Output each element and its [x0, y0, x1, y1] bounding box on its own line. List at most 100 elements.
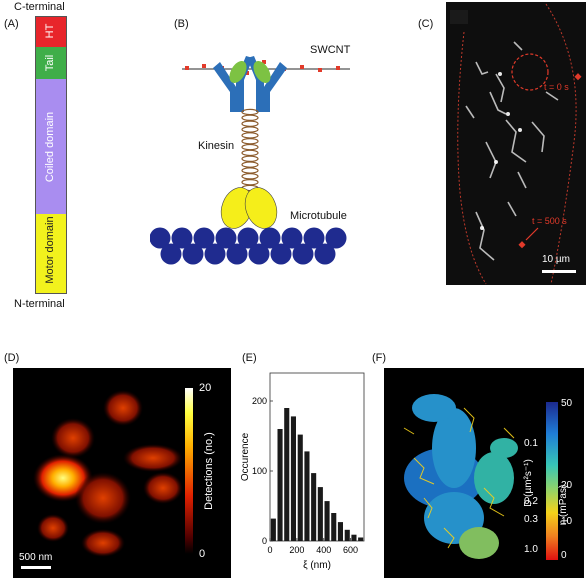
histogram-bar — [270, 518, 276, 541]
diffusion-map: 50 20 10 0 0.1 0.2 0.3 1.0 D (µm²s⁻¹) η … — [384, 368, 584, 578]
coil-turn — [241, 143, 259, 151]
coil-turn — [241, 155, 259, 163]
scalebar-d — [21, 566, 51, 569]
n-terminal-label: N-terminal — [14, 298, 65, 310]
tubulin-subunit — [204, 243, 226, 265]
tubulin-subunit — [248, 243, 270, 265]
left-tick-0-1: 0.1 — [524, 438, 538, 449]
marker-t0 — [574, 73, 582, 81]
histogram-chart: 0 100 200 0 200 400 600 ξ (nm) Occurence — [240, 372, 365, 571]
y-axis-label: Occurence — [240, 432, 251, 481]
diffusion-svg — [403, 394, 518, 559]
right-tick-10: 10 — [561, 516, 573, 527]
swcnt-label: SWCNT — [310, 44, 351, 56]
colorbar-d-max: 20 — [199, 382, 212, 394]
panel-d-label: (D) — [4, 352, 20, 364]
histogram-bar — [297, 434, 303, 541]
segment-tail-label: Tail — [44, 54, 56, 72]
tubulin-subunit — [325, 227, 347, 249]
tubulin-subunit — [292, 243, 314, 265]
tubulin-subunit — [237, 227, 259, 249]
tubulin-subunit — [215, 227, 237, 249]
heatmap-image: 20 0 Detections (no.) 500 nm — [13, 368, 231, 578]
right-tick-0: 0 — [561, 550, 567, 561]
histogram-bar — [317, 487, 323, 541]
right-tail-green — [253, 61, 271, 83]
tubulin-subunit — [193, 227, 215, 249]
coil-turn — [241, 137, 259, 145]
kinesin-label: Kinesin — [198, 140, 235, 152]
domain-bar — [35, 16, 67, 294]
right-tick-20: 20 — [561, 480, 573, 491]
panel-f-label: (F) — [372, 352, 387, 364]
coil-turn — [241, 173, 259, 180]
coil-turn — [241, 114, 259, 122]
coil-turn — [241, 120, 259, 127]
histogram-bar — [344, 529, 350, 541]
scalebar-c — [542, 270, 576, 273]
t0-label: t = 0 s — [544, 82, 569, 92]
x-axis-label: ξ (nm) — [303, 560, 331, 571]
histogram-bar — [290, 416, 296, 541]
histogram-bar — [358, 537, 364, 541]
histogram-bar — [277, 429, 283, 541]
left-axis-title: D (µm²s⁻¹) — [523, 459, 534, 507]
coil-turn — [241, 161, 259, 168]
x-tick-label: 0 — [267, 545, 272, 555]
panel-e-label: (E) — [242, 352, 257, 364]
x-tick-label: 600 — [343, 545, 358, 555]
coil-turn — [241, 108, 259, 116]
coil-turn — [241, 178, 259, 186]
heatmap-svg — [33, 390, 183, 557]
scalebar-d-label: 500 nm — [19, 552, 53, 563]
tubulin-subunit — [270, 243, 292, 265]
coil-turn — [241, 167, 259, 174]
x-tick-label: 400 — [316, 545, 331, 555]
tubulin-subunit — [259, 227, 281, 249]
histogram-bar — [337, 522, 343, 541]
tubulin-subunit — [171, 227, 193, 249]
left-tail-green — [229, 61, 247, 83]
panel-a-label: (A) — [4, 18, 19, 30]
panel-b-label: (B) — [174, 18, 189, 30]
tubulin-subunit — [281, 227, 303, 249]
coiled-coil — [241, 108, 259, 192]
left-tick-0-2: 0.2 — [524, 496, 538, 507]
tubulin-subunit — [303, 227, 325, 249]
t500-label: t = 500 s — [532, 216, 567, 226]
tubulin-subunit — [314, 243, 336, 265]
tubulin-subunit — [150, 227, 171, 249]
histogram-bar — [304, 451, 310, 541]
colorbar-f — [546, 402, 558, 560]
histogram-bar — [284, 408, 290, 541]
panel-c-label: (C) — [418, 18, 434, 30]
x-tick-label: 200 — [289, 545, 304, 555]
coil-turn — [241, 132, 259, 139]
segment-motor — [36, 214, 66, 293]
histogram-bar — [331, 513, 337, 541]
plot-frame — [269, 372, 365, 542]
histogram-bar — [311, 473, 317, 541]
tubulin-subunit — [160, 243, 182, 265]
segment-coiled — [36, 79, 66, 214]
right-arm-outer — [262, 62, 287, 112]
coil-turn — [241, 126, 259, 133]
roi-circle — [511, 53, 549, 91]
c-terminal-label: C-terminal — [14, 1, 65, 13]
colorbar-d-min: 0 — [199, 548, 206, 560]
left-tick-0-3: 0.3 — [524, 514, 538, 525]
microscopy-svg — [450, 3, 582, 285]
segment-motor-label: Motor domain — [44, 216, 56, 284]
segment-ht — [36, 17, 66, 47]
microtubule — [150, 227, 347, 265]
segment-coiled-label: Coiled domain — [44, 111, 56, 183]
colorbar-d — [185, 388, 193, 554]
right-axis-title: η (mPas) — [558, 484, 569, 526]
y-tick-label: 0 — [262, 536, 267, 546]
y-tick-label: 200 — [252, 396, 267, 406]
microtubule-label: Microtubule — [290, 210, 347, 222]
left-tick-1-0: 1.0 — [524, 544, 538, 555]
scalebar-c-label: 10 µm — [542, 254, 570, 265]
tubulin-subunit — [226, 243, 248, 265]
tubulin-subunit — [182, 243, 204, 265]
